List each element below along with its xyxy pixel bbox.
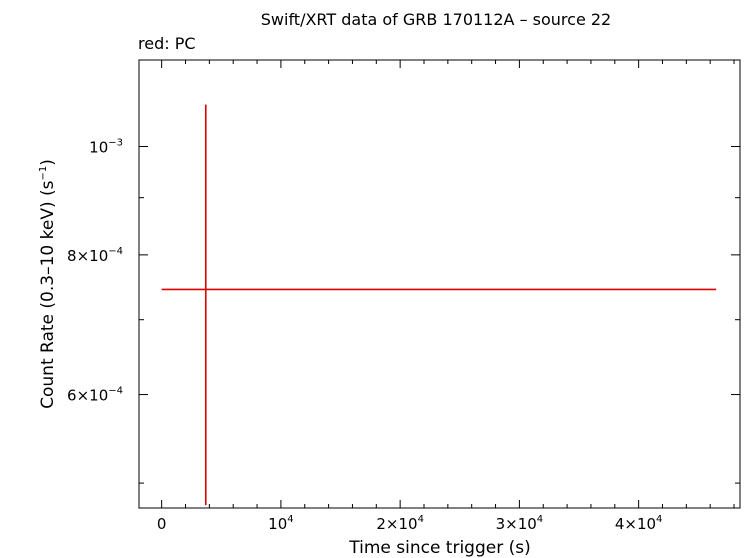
data-series [161,104,717,505]
x-tick-label: 4×104 [615,514,663,533]
x-tick-label-mantissa: 3×10 [496,515,537,533]
x-tick-label-exponent: 4 [537,514,543,525]
y-tick-label: 10−3 [89,138,123,157]
y-tick-label-mantissa: 10 [89,139,108,157]
x-tick-label-mantissa: 10 [268,515,287,533]
y-tick-label-exponent: −4 [108,386,123,397]
y-tick-label: 8×10−4 [67,246,123,265]
x-tick-label: 2×104 [376,514,424,533]
y-tick-label-mantissa: 6×10 [67,387,108,405]
x-tick-label-mantissa: 2×10 [376,515,417,533]
chart-subtitle: red: PC [138,34,196,53]
x-tick-label-mantissa: 4×10 [615,515,656,533]
y-axis-label-end: ) [38,159,58,166]
y-axis-label-sup: −1 [38,166,49,181]
x-tick-label-exponent: 4 [418,514,424,525]
x-tick-label: 0 [157,515,167,533]
x-tick-label-mantissa: 0 [157,515,167,533]
y-tick-label-exponent: −4 [108,246,123,257]
x-tick-label-exponent: 4 [287,514,293,525]
x-tick-label: 3×104 [496,514,544,533]
x-axis-label: Time since trigger (s) [348,538,531,558]
x-tick-label-exponent: 4 [656,514,662,525]
x-tick-label: 104 [268,514,293,533]
y-axis-ticks: 6×10−48×10−410−3 [67,138,740,484]
y-axis-label-main: Count Rate (0.3–10 keV) (s [38,180,58,408]
y-axis-label: Count Rate (0.3–10 keV) (s−1) [38,159,58,409]
plot-frame [138,59,741,509]
x-axis-ticks: 0 104 2×104 3×104 4×104 [157,60,735,533]
chart-title: Swift/XRT data of GRB 170112A – source 2… [261,10,611,29]
y-tick-label: 6×10−4 [67,386,123,405]
y-tick-label-exponent: −3 [108,138,123,149]
y-tick-label-mantissa: 8×10 [67,247,108,265]
